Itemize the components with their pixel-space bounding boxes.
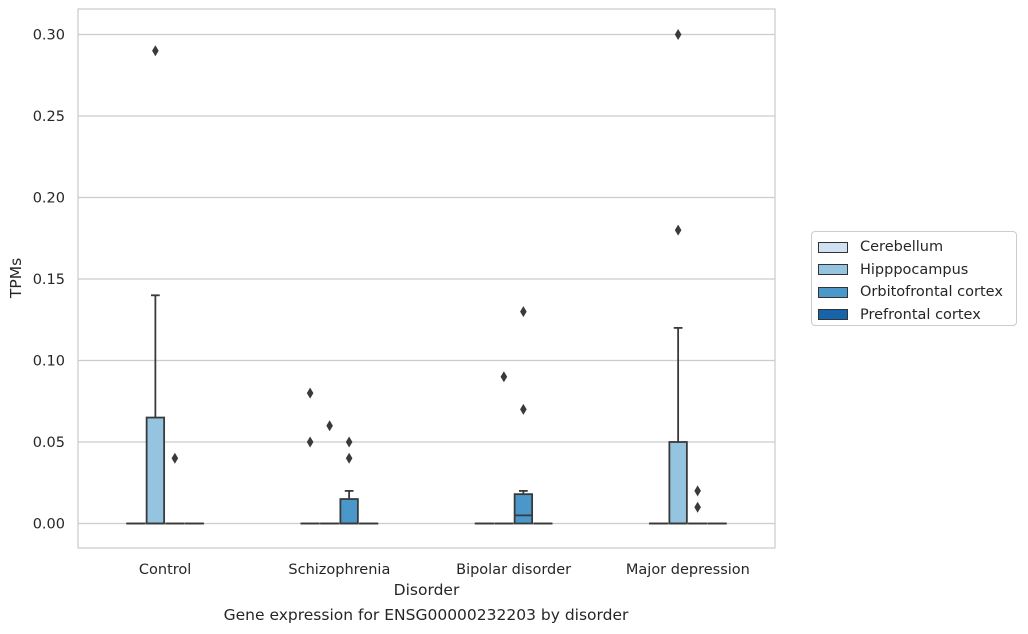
outlier-point: [694, 501, 701, 513]
outlier-point: [306, 387, 314, 399]
legend-swatch: [818, 264, 848, 276]
legend-label: Hipppocampus: [860, 261, 969, 278]
box-cerebellum: [300, 387, 320, 525]
box-orbitofrontal-cortex: [165, 452, 185, 525]
legend-swatch: [818, 241, 848, 253]
box-rect: [339, 498, 359, 525]
x-tick-label: Bipolar disorder: [456, 562, 571, 578]
box-hipppocampus: [668, 29, 688, 525]
y-tick-label: 0.00: [33, 517, 65, 533]
y-tick-label: 0.05: [33, 435, 65, 451]
outlier-point: [520, 403, 527, 415]
legend-swatch: [818, 286, 848, 298]
outlier-point: [694, 485, 701, 497]
box-orbitofrontal-cortex: [687, 485, 708, 525]
legend-swatch: [818, 309, 848, 321]
box-orbitofrontal-cortex: [339, 436, 359, 525]
legend-label: Orbitofrontal cortex: [860, 284, 1003, 301]
x-tick-label: Major depression: [626, 562, 750, 578]
box-rect: [668, 441, 688, 525]
legend-label: Prefrontal cortex: [860, 306, 981, 323]
y-tick-label: 0.10: [33, 354, 65, 370]
box-hipppocampus: [494, 371, 514, 525]
box-hipppocampus: [145, 45, 166, 525]
box-orbitofrontal-cortex: [513, 306, 534, 525]
outlier-point: [674, 29, 682, 40]
legend-item-cerebellum: Cerebellum: [818, 236, 1016, 259]
plot-marks: [126, 29, 727, 525]
box-hipppocampus: [319, 420, 340, 525]
x-axis-ticks: Control Schizophrenia Bipolar disorder Majo…: [139, 562, 750, 578]
box-rect: [513, 493, 534, 525]
y-axis-label: TPMs: [7, 258, 25, 299]
y-tick-label: 0.30: [33, 28, 65, 44]
box-rect: [145, 416, 166, 525]
gridlines: [78, 33, 775, 525]
outlier-point: [674, 224, 682, 236]
outlier-point: [345, 452, 353, 464]
outlier-point: [500, 371, 508, 383]
chart-caption: Gene expression for ENSG00000232203 by d…: [223, 606, 629, 624]
x-axis-label: Disorder: [394, 581, 460, 599]
plot-frame: [77, 8, 776, 549]
y-tick-label: 0.15: [33, 272, 65, 288]
outlier-point: [152, 45, 159, 57]
x-tick-label: Control: [139, 562, 191, 578]
outlier-point: [326, 420, 333, 432]
outlier-point: [520, 306, 527, 318]
x-tick-label: Schizophrenia: [288, 562, 390, 578]
outlier-point: [306, 436, 314, 448]
legend-item-hippocampus: Hipppocampus: [818, 259, 1016, 282]
outlier-point: [345, 436, 353, 448]
legend-item-prefrontal-cortex: Prefrontal cortex: [818, 304, 1016, 327]
y-tick-label: 0.25: [33, 109, 65, 125]
legend-label: Cerebellum: [860, 239, 944, 256]
y-tick-label: 0.20: [33, 191, 65, 207]
legend: Cerebellum Hipppocampus Orbitofrontal co…: [811, 231, 1017, 326]
y-axis-ticks: 0.00 0.05 0.10 0.15 0.20 0.25 0.30: [33, 28, 65, 533]
legend-item-orbitofrontal-cortex: Orbitofrontal cortex: [818, 281, 1016, 304]
outlier-point: [171, 452, 179, 464]
